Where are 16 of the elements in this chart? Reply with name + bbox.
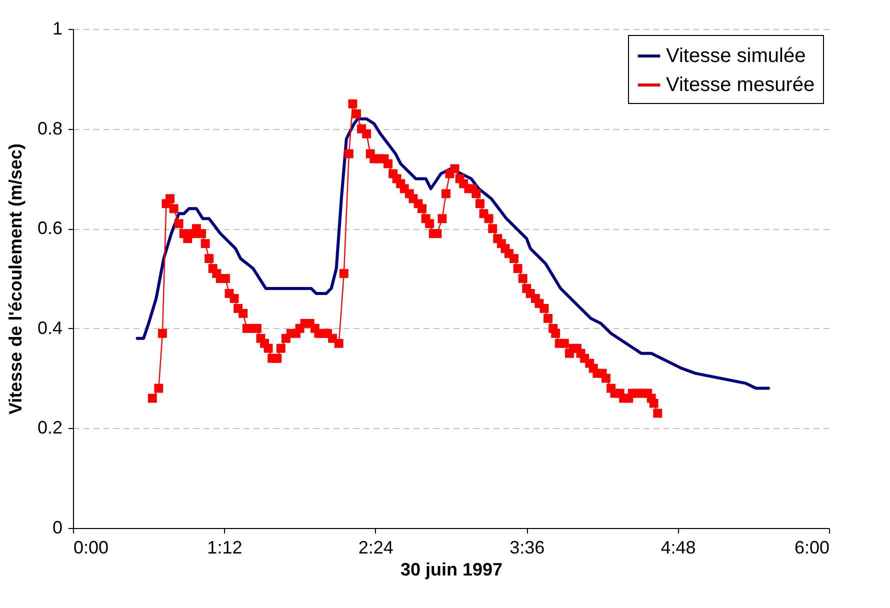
x-tick-label: 6:00	[794, 538, 830, 558]
x-tick-label: 0:00	[74, 538, 109, 558]
y-tick-label: 0.6	[37, 218, 62, 238]
y-tick-label: 0.2	[37, 418, 62, 438]
y-tick-label: 0.8	[37, 118, 62, 138]
y-tick-label: 0.4	[37, 318, 62, 338]
y-tick-label: 0	[52, 518, 62, 538]
x-tick-label: 4:48	[660, 538, 696, 558]
legend-label: Vitesse simulée	[666, 45, 806, 67]
y-axis-title: Vitesse de l'écoulement (m/sec)	[5, 143, 26, 415]
x-tick-label: 3:36	[510, 538, 545, 558]
legend-label: Vitesse mesurée	[666, 74, 815, 96]
y-tick-label: 1	[52, 18, 62, 38]
x-tick-label: 1:12	[207, 538, 242, 558]
x-axis-title: 30 juin 1997	[400, 560, 503, 580]
x-tick-label: 2:24	[358, 538, 394, 558]
